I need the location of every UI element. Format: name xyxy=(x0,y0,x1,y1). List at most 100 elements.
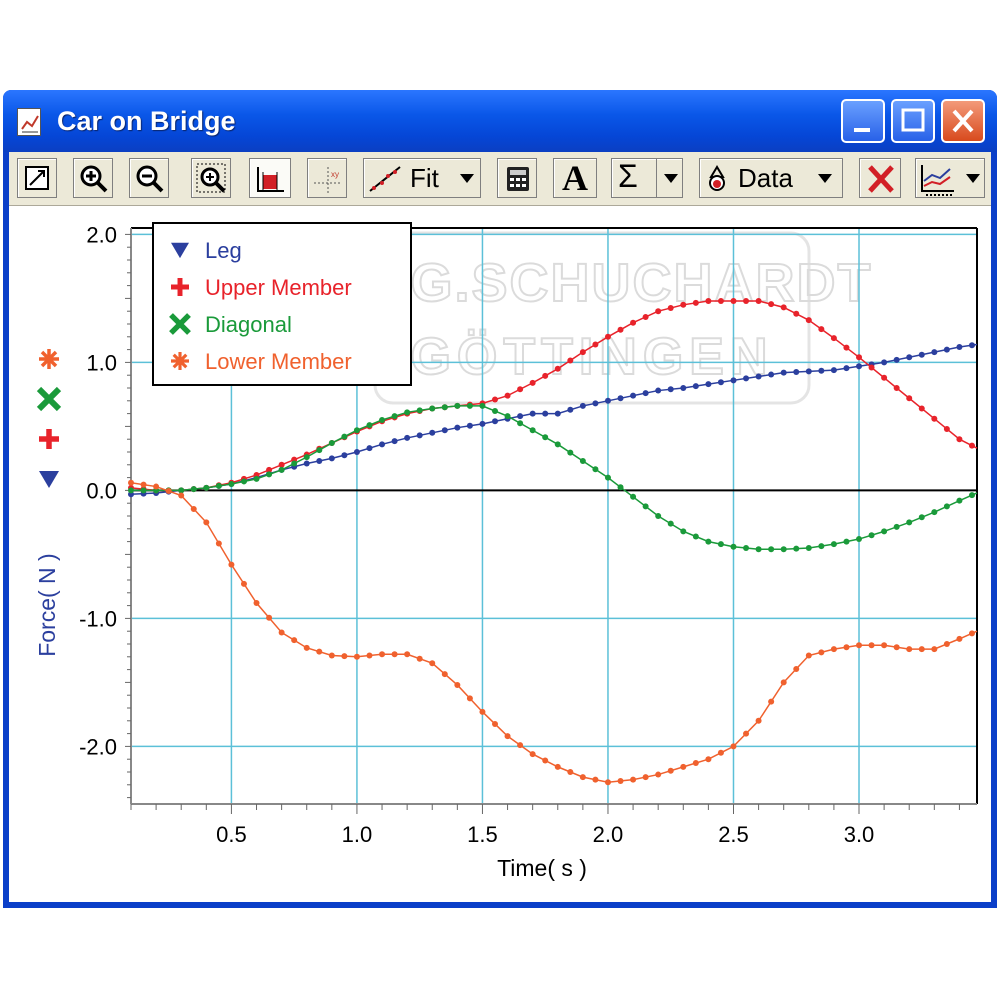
calculator-button[interactable] xyxy=(497,158,537,198)
calculator-icon xyxy=(507,167,529,191)
data-point xyxy=(328,652,335,659)
data-point xyxy=(554,410,561,417)
data-point xyxy=(780,369,787,376)
data-point xyxy=(479,708,486,715)
data-point xyxy=(881,359,888,366)
data-point xyxy=(881,528,888,535)
x-tick-label: 3.0 xyxy=(844,822,875,847)
data-point xyxy=(454,402,461,409)
data-point xyxy=(630,392,637,399)
data-point xyxy=(341,653,348,660)
y-tick-label: -2.0 xyxy=(79,734,117,759)
data-point xyxy=(542,434,549,441)
data-point xyxy=(328,440,335,447)
delete-button[interactable] xyxy=(859,158,901,198)
legend: Leg Upper Member Diagonal Lower Member xyxy=(152,222,412,386)
text-annotation-icon: A xyxy=(562,158,588,198)
data-point xyxy=(730,543,737,550)
minimize-button[interactable] xyxy=(841,99,885,143)
data-point xyxy=(818,649,825,656)
title-bar[interactable]: Car on Bridge xyxy=(3,90,997,152)
legend-marker xyxy=(171,278,189,296)
data-point xyxy=(529,410,536,417)
statistics-button[interactable]: Σ xyxy=(611,158,683,198)
data-point xyxy=(667,305,674,311)
data-point xyxy=(278,629,285,636)
data-point xyxy=(830,335,837,342)
data-point xyxy=(592,341,599,348)
data-point xyxy=(178,487,185,494)
data-point xyxy=(730,297,737,304)
data-point xyxy=(604,779,611,786)
data-point xyxy=(153,483,160,490)
data-icon xyxy=(709,165,725,191)
data-point xyxy=(968,442,975,449)
data-point xyxy=(617,777,624,784)
x-tick-label: 2.0 xyxy=(593,822,624,847)
autoscale-button[interactable] xyxy=(17,158,57,198)
data-point xyxy=(830,646,837,653)
data-point xyxy=(692,760,699,767)
data-point xyxy=(968,630,975,637)
zoom-out-button[interactable] xyxy=(129,158,169,198)
data-point xyxy=(956,635,963,642)
data-point xyxy=(441,427,448,434)
data-point xyxy=(805,317,812,324)
data-point xyxy=(517,386,524,393)
series-diagonal xyxy=(128,402,978,553)
graph-panel[interactable]: DR.G.SCHUCHARDT GÖTTINGEN 0.5 1.0 1.5 2.0 2.5 3… xyxy=(9,206,991,902)
data-point xyxy=(931,509,938,516)
curve-fit-button[interactable]: Fit xyxy=(363,158,481,198)
zoom-in-button[interactable] xyxy=(73,158,113,198)
data-point xyxy=(843,644,850,651)
data-point xyxy=(818,367,825,374)
close-button[interactable] xyxy=(941,99,985,143)
delete-icon xyxy=(868,165,894,193)
data-point xyxy=(228,561,235,568)
data-point xyxy=(943,641,950,647)
y-axis-series-marker xyxy=(39,429,59,449)
data-point xyxy=(328,455,335,462)
data-point xyxy=(717,541,724,548)
data-point xyxy=(303,644,310,651)
data-button[interactable]: Data xyxy=(699,158,843,198)
data-point xyxy=(404,434,411,441)
data-point xyxy=(353,653,360,660)
examine-button[interactable]: xy xyxy=(307,158,347,198)
data-point xyxy=(780,679,787,686)
data-point xyxy=(215,540,222,547)
maximize-button[interactable] xyxy=(891,99,935,143)
data-point xyxy=(554,441,561,448)
data-point xyxy=(567,449,574,456)
data-point xyxy=(805,545,812,551)
data-point xyxy=(253,600,260,607)
y-axis-series-marker xyxy=(36,386,62,412)
data-point xyxy=(240,478,247,485)
x-tick-label: 0.5 xyxy=(216,822,247,847)
data-point xyxy=(190,486,197,493)
x-tick-label: 1.0 xyxy=(342,822,373,847)
data-point xyxy=(190,505,197,512)
data-point xyxy=(579,402,586,409)
data-point xyxy=(379,417,386,423)
data-point xyxy=(253,475,260,482)
data-point xyxy=(203,519,210,526)
data-point xyxy=(479,402,486,409)
data-point xyxy=(604,397,611,404)
data-point xyxy=(441,404,448,411)
data-point xyxy=(730,743,737,750)
stats-button[interactable] xyxy=(249,158,291,198)
data-point xyxy=(504,392,511,399)
data-point xyxy=(291,637,298,644)
graph-options-button[interactable] xyxy=(915,158,985,198)
data-point xyxy=(755,373,762,380)
zoom-box-button[interactable] xyxy=(191,158,231,198)
chevron-down-icon xyxy=(818,174,832,183)
text-annotation-button[interactable]: A xyxy=(553,158,597,198)
data-point xyxy=(492,408,499,415)
zoom-in-icon xyxy=(80,165,108,193)
data-point xyxy=(843,344,850,351)
examine-icon: xy xyxy=(314,167,342,193)
autoscale-icon xyxy=(25,166,49,190)
